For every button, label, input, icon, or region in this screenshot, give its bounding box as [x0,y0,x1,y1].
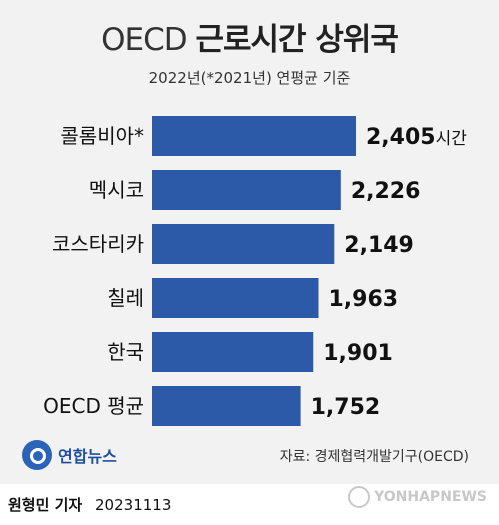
category-label: 코스타리카 [52,232,144,256]
bar [152,278,319,318]
bar [152,332,314,372]
publish-date: 20231113 [95,496,172,514]
watermark-text: YONHAPNEWS [374,489,487,505]
reporter-name: 원형민 기자 [8,496,83,514]
category-label: 칠레 [107,286,144,310]
chart-panel: OECD 근로시간 상위국 2022년(*2021년) 연평균 기준 콜롬비아*… [0,0,499,484]
bar [152,170,341,210]
logo-text: 연합뉴스 [58,447,117,466]
value-label: 1,963 [329,287,399,312]
watermark-icon [348,486,371,508]
value-label: 2,226 [351,179,421,204]
value-label: 2,405시간 [366,125,467,150]
bar [152,116,356,156]
chart-title: OECD 근로시간 상위국 [0,14,499,59]
chart-subtitle: 2022년(*2021년) 연평균 기준 [148,69,351,87]
title-main: 근로시간 상위국 [195,22,398,58]
category-label: 멕시코 [89,178,144,202]
category-label: 콜롬비아* [60,124,144,148]
source-note: 자료: 경제협력개발기구(OECD) [279,449,469,465]
yonhap-logo: 연합뉴스 [22,438,117,472]
bar [152,224,335,264]
category-label: OECD 평균 [43,394,144,418]
byline: 원형민 기자 20231113 [8,494,171,515]
category-label: 한국 [107,340,144,364]
bar [152,386,301,426]
value-label: 1,752 [311,395,381,420]
value-label: 2,149 [344,233,414,258]
watermark: YONHAPNEWS [348,486,487,508]
title-prefix: OECD [101,22,188,58]
unit-label: 시간 [436,129,468,149]
value-label: 1,901 [323,341,393,366]
yonhap-logo-icon [22,440,52,470]
